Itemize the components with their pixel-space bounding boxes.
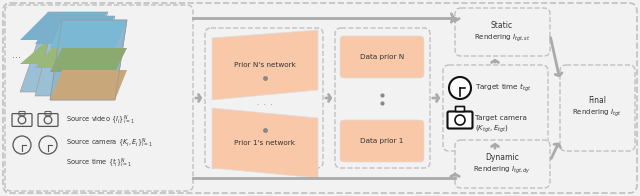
Text: $(K_{tgt}, E_{tgt})$: $(K_{tgt}, E_{tgt})$ xyxy=(475,123,509,135)
Text: Prior 1's network: Prior 1's network xyxy=(234,140,296,146)
FancyBboxPatch shape xyxy=(205,28,323,168)
FancyBboxPatch shape xyxy=(447,112,472,129)
Polygon shape xyxy=(35,44,115,68)
Text: Source video $\{I_i\}_{i=1}^{N}$: Source video $\{I_i\}_{i=1}^{N}$ xyxy=(66,113,134,127)
Polygon shape xyxy=(35,16,115,44)
FancyBboxPatch shape xyxy=(335,28,430,168)
Polygon shape xyxy=(50,20,127,100)
Polygon shape xyxy=(212,30,318,100)
Polygon shape xyxy=(20,40,108,64)
Text: Final: Final xyxy=(588,95,606,104)
FancyBboxPatch shape xyxy=(455,140,550,188)
Polygon shape xyxy=(20,12,108,40)
Text: Rendering $I_{tgt}$: Rendering $I_{tgt}$ xyxy=(572,107,621,119)
FancyBboxPatch shape xyxy=(455,8,550,56)
Polygon shape xyxy=(50,48,127,72)
Text: Target time $t_{tgt}$: Target time $t_{tgt}$ xyxy=(475,82,532,94)
FancyBboxPatch shape xyxy=(456,106,465,112)
Polygon shape xyxy=(212,108,318,178)
Polygon shape xyxy=(50,70,127,100)
Circle shape xyxy=(449,77,471,99)
Text: Data prior N: Data prior N xyxy=(360,54,404,60)
Polygon shape xyxy=(35,16,115,96)
Text: Rendering $I_{tgt,dy}$: Rendering $I_{tgt,dy}$ xyxy=(473,164,531,176)
FancyBboxPatch shape xyxy=(340,120,424,162)
Text: Data prior 1: Data prior 1 xyxy=(360,138,404,144)
Text: Prior N's network: Prior N's network xyxy=(234,62,296,68)
Text: Source time $\{t_i\}_{i=1}^{N}$: Source time $\{t_i\}_{i=1}^{N}$ xyxy=(66,156,132,170)
Circle shape xyxy=(455,115,465,125)
FancyBboxPatch shape xyxy=(3,3,637,193)
FancyBboxPatch shape xyxy=(340,36,424,78)
FancyBboxPatch shape xyxy=(443,65,548,151)
Text: Source camera $\{K_i, E_i\}_{i=1}^{N}$: Source camera $\{K_i, E_i\}_{i=1}^{N}$ xyxy=(66,136,153,150)
Text: .  .  .: . . . xyxy=(257,100,273,106)
Text: Static: Static xyxy=(491,21,513,30)
FancyBboxPatch shape xyxy=(5,5,193,191)
Polygon shape xyxy=(20,12,108,92)
Text: ...: ... xyxy=(12,50,21,60)
Text: Rendering $I_{tgt,st}$: Rendering $I_{tgt,st}$ xyxy=(474,32,530,44)
Text: Dynamic: Dynamic xyxy=(485,152,519,162)
Text: Target camera: Target camera xyxy=(475,115,527,121)
Polygon shape xyxy=(50,20,127,48)
FancyBboxPatch shape xyxy=(560,65,635,151)
